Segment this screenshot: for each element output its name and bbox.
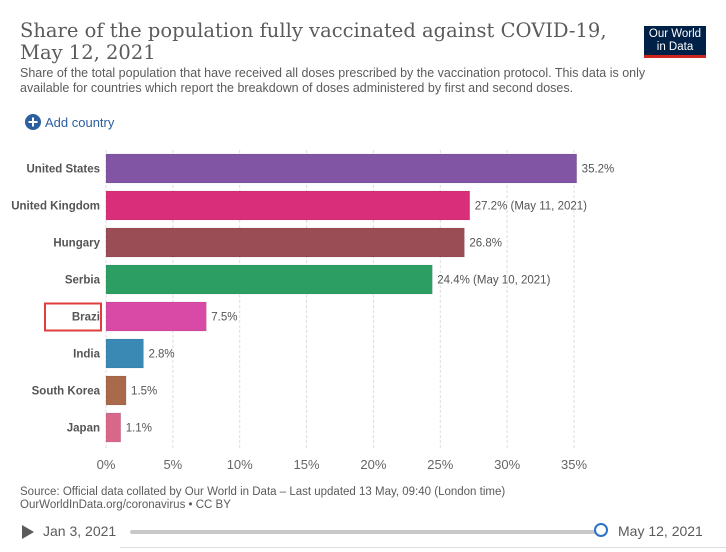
value-label: 24.4% (May 10, 2021) bbox=[437, 275, 550, 287]
timeline-start-label[interactable]: Jan 3, 2021 bbox=[43, 523, 117, 539]
category-label: India bbox=[73, 349, 100, 361]
value-label: 26.8% bbox=[469, 238, 502, 250]
category-label: Brazi bbox=[72, 312, 100, 324]
logo-line-1: Our World bbox=[648, 28, 702, 40]
value-label: 35.2% bbox=[582, 164, 615, 176]
chart-subtitle: Share of the total population that have … bbox=[20, 66, 646, 95]
source-note: Source: Official data collated by Our Wo… bbox=[20, 486, 505, 512]
category-label: United Kingdom bbox=[11, 201, 100, 213]
x-tick-label: 5% bbox=[163, 457, 182, 472]
bar bbox=[105, 227, 465, 258]
value-label: 7.5% bbox=[211, 312, 237, 324]
bar bbox=[105, 338, 144, 369]
value-label: 27.2% (May 11, 2021) bbox=[475, 201, 587, 213]
tab-bar-border bbox=[120, 547, 726, 552]
x-tick-label: 20% bbox=[360, 457, 386, 472]
add-country-button[interactable]: Add country bbox=[25, 114, 114, 130]
source-line-2[interactable]: OurWorldInData.org/coronavirus • CC BY bbox=[20, 499, 231, 511]
bar bbox=[105, 153, 577, 184]
bar bbox=[105, 301, 207, 332]
play-icon[interactable] bbox=[21, 524, 35, 540]
timeline-end-label[interactable]: May 12, 2021 bbox=[618, 523, 703, 539]
bar bbox=[105, 375, 127, 406]
category-label: Japan bbox=[67, 423, 100, 435]
timeline-track[interactable] bbox=[130, 530, 602, 534]
x-tick-label: 25% bbox=[427, 457, 453, 472]
x-tick-label: 35% bbox=[561, 457, 587, 472]
x-tick-label: 15% bbox=[294, 457, 320, 472]
category-label: Hungary bbox=[53, 238, 100, 250]
timeline: Jan 3, 2021 May 12, 2021 bbox=[0, 518, 726, 551]
category-label: South Korea bbox=[32, 386, 101, 398]
x-tick-label: 0% bbox=[97, 457, 116, 472]
bar bbox=[105, 412, 121, 443]
owid-logo[interactable]: Our World in Data bbox=[644, 26, 706, 58]
category-label: Serbia bbox=[65, 275, 101, 287]
bar bbox=[105, 190, 470, 221]
value-label: 2.8% bbox=[148, 349, 174, 361]
add-country-label: Add country bbox=[45, 114, 115, 130]
highlight-box bbox=[44, 302, 102, 332]
plus-circle-icon bbox=[25, 114, 41, 130]
chart-title: Share of the population fully vaccinated… bbox=[20, 19, 607, 64]
bar bbox=[105, 264, 433, 295]
value-label: 1.5% bbox=[131, 386, 157, 398]
bar-chart: 0% 5% 10% 15% 20% 25% 30% 35% United States 35.2%… bbox=[11, 150, 615, 472]
category-label: United States bbox=[27, 164, 101, 176]
value-label: 1.1% bbox=[126, 423, 152, 435]
source-line-1: Source: Official data collated by Our Wo… bbox=[20, 486, 506, 498]
timeline-handle[interactable] bbox=[594, 523, 608, 537]
x-tick-label: 10% bbox=[227, 457, 253, 472]
logo-line-2: in Data bbox=[656, 41, 694, 53]
x-tick-label: 30% bbox=[494, 457, 520, 472]
